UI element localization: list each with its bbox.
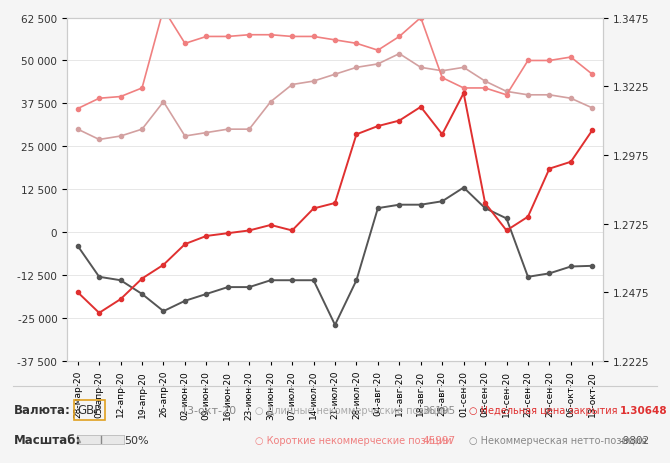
Text: 45997: 45997 (422, 435, 455, 445)
Text: Валюта:: Валюта: (13, 403, 70, 416)
Text: ○ Некоммерческая нетто-позиция: ○ Некоммерческая нетто-позиция (469, 435, 647, 445)
Text: -9802: -9802 (620, 435, 650, 445)
Text: 13-окт-20: 13-окт-20 (181, 405, 237, 415)
Text: 50%: 50% (124, 435, 149, 445)
Text: 1.30648: 1.30648 (620, 405, 667, 415)
Text: GBP: GBP (77, 403, 101, 416)
Text: ○ Длинные некоммерческие позиции: ○ Длинные некоммерческие позиции (255, 405, 449, 415)
Text: ○ Короткие некоммерческие позиции: ○ Короткие некоммерческие позиции (255, 435, 451, 445)
Text: ○ Недельная цена закрытия: ○ Недельная цена закрытия (469, 405, 618, 415)
Text: Масштаб:: Масштаб: (13, 433, 80, 446)
Text: 36195: 36195 (422, 405, 455, 415)
